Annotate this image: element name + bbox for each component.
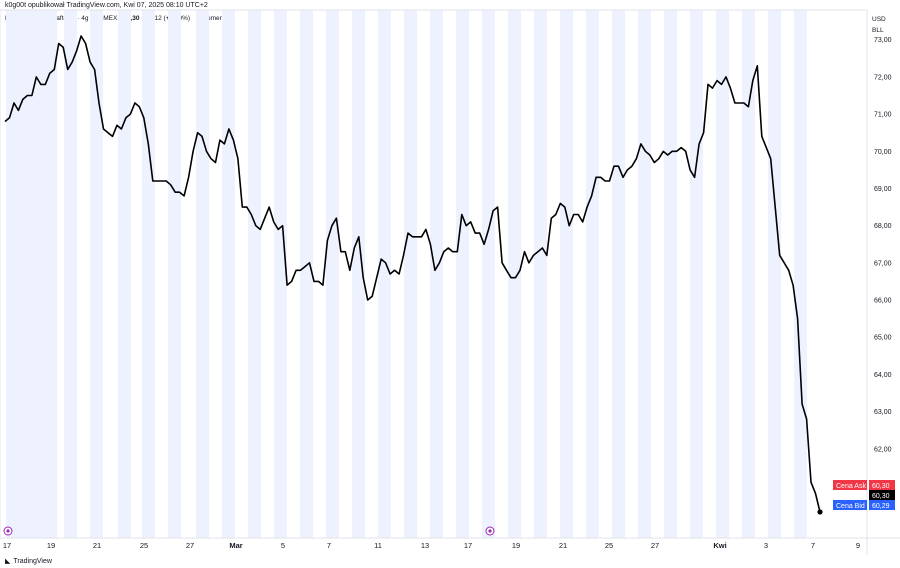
- session-band: [64, 10, 77, 538]
- time-tick-label: 27: [186, 541, 194, 550]
- price-change: +0,12 (+0,20%): [145, 15, 191, 22]
- session-band: [352, 10, 365, 538]
- tradingview-brand[interactable]: ◣ TradingView: [5, 557, 52, 566]
- price-tick-label: 71,00: [874, 112, 892, 119]
- price-tick-label: 65,00: [874, 335, 892, 342]
- ask-value-box: [869, 480, 895, 490]
- session-band: [6, 10, 44, 538]
- bid-price-tag: Cena Bid 60,29: [833, 500, 895, 510]
- session-band: [638, 10, 651, 538]
- session-band: [560, 10, 573, 538]
- session-band: [168, 10, 181, 538]
- session-band: [690, 10, 703, 538]
- price-tick-label: 70,00: [874, 149, 892, 156]
- tradingview-logo-icon: ◣: [5, 558, 11, 565]
- time-tick-label: 7: [327, 541, 331, 550]
- price-tick-label: 62,00: [874, 446, 892, 453]
- ask-price-tag: Cena Ask 60,30: [833, 480, 895, 490]
- time-tick-label: 21: [93, 541, 101, 550]
- price-tick-label: 66,00: [874, 298, 892, 305]
- session-band: [534, 10, 547, 538]
- session-band: [44, 10, 57, 538]
- price-tick-label: 73,00: [874, 37, 892, 44]
- session-band: [768, 10, 781, 538]
- time-tick-label: Kwi: [713, 541, 726, 550]
- ask-label-box: [833, 480, 867, 490]
- session-band: [142, 10, 155, 538]
- time-tick-label: 19: [512, 541, 520, 550]
- axis-unit[interactable]: BLL: [872, 27, 884, 34]
- last-price-dot: [817, 509, 823, 515]
- time-tick-label: 17: [464, 541, 472, 550]
- last-price: 60,30: [123, 15, 140, 22]
- time-tick-label: 13: [421, 541, 429, 550]
- time-tick-label: Mar: [229, 541, 242, 550]
- event-diamond-icon: [6, 529, 10, 533]
- session-band: [196, 10, 209, 538]
- session-band: [300, 10, 313, 538]
- event-marker-1[interactable]: [3, 526, 13, 536]
- time-tick-label: 21: [559, 541, 567, 550]
- price-tick-label: 67,00: [874, 260, 892, 267]
- session-band: [508, 10, 521, 538]
- event-diamond-icon: [488, 529, 492, 533]
- session-band: [742, 10, 755, 538]
- last-value: 60,30: [872, 493, 890, 500]
- session-band: [274, 10, 287, 538]
- bid-value-box: [869, 500, 895, 510]
- volume-label-text: Wolumen: [195, 15, 224, 22]
- session-bands: [6, 10, 807, 538]
- price-tick-label: 64,00: [874, 372, 892, 379]
- time-tick-label: 25: [140, 541, 148, 550]
- ask-label: Cena Ask: [836, 483, 866, 490]
- bid-label-box: [833, 500, 867, 510]
- session-band: [612, 10, 625, 538]
- session-band: [90, 10, 103, 538]
- publisher-line: k0g00t opublikował TradingView.com, Kwi …: [5, 2, 208, 9]
- session-band: [248, 10, 261, 538]
- bid-label: Cena Bid: [836, 503, 865, 510]
- session-band: [430, 10, 443, 538]
- price-tick-label: 63,00: [874, 409, 892, 416]
- time-tick-label: 19: [47, 541, 55, 550]
- event-marker-2[interactable]: [485, 526, 495, 536]
- time-tick-label: 25: [605, 541, 613, 550]
- price-tick-label: 69,00: [874, 186, 892, 193]
- time-tick-label: 17: [3, 541, 11, 550]
- price-series-line: [4, 35, 821, 513]
- session-band: [118, 10, 131, 538]
- last-price-tag: 60,30: [869, 490, 895, 500]
- session-band: [794, 10, 807, 538]
- session-band: [482, 10, 495, 538]
- session-band: [456, 10, 469, 538]
- price-tick-label: 68,00: [874, 223, 892, 230]
- session-band: [378, 10, 391, 538]
- time-tick-label: 5: [281, 541, 285, 550]
- time-tick-label: 9: [856, 541, 860, 550]
- time-tick-label: 11: [374, 541, 382, 550]
- price-axis[interactable]: 73,00 72,00 71,00 70,00 69,00 68,00 67,00 66,00…: [874, 37, 892, 490]
- brand-name: TradingView: [13, 557, 52, 565]
- session-band: [716, 10, 729, 538]
- symbol-name[interactable]: Futures na ropę naftową · 4g · NYMEX: [5, 15, 118, 22]
- session-band: [326, 10, 339, 538]
- time-tick-label: 27: [651, 541, 659, 550]
- bid-value: 60,29: [872, 503, 890, 510]
- axis-currency[interactable]: USD: [872, 16, 886, 23]
- session-band: [586, 10, 599, 538]
- time-tick-label: 7: [811, 541, 815, 550]
- price-tick-label: 72,00: [874, 74, 892, 81]
- last-value-box: [869, 490, 895, 500]
- session-band: [664, 10, 677, 538]
- session-band: [404, 10, 417, 538]
- ask-value: 60,30: [872, 483, 890, 490]
- time-tick-label: 3: [764, 541, 768, 550]
- time-axis[interactable]: 17 19 21 25 27 Mar 5 7 11 13 17 19 21 25 27 Kwi 3 7 9: [3, 541, 860, 550]
- session-band: [222, 10, 235, 538]
